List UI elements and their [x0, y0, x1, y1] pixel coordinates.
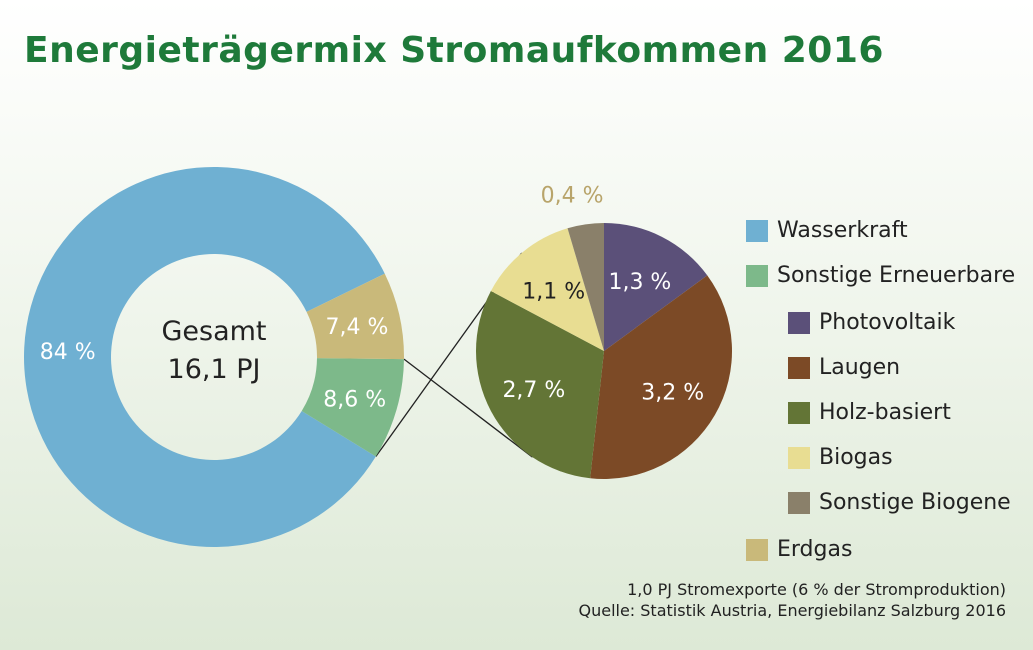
legend-label: Erdgas	[777, 537, 853, 562]
donut-center-label-line1: Gesamt	[161, 316, 266, 347]
donut-center-label-line2: 16,1 PJ	[168, 354, 261, 385]
legend-swatch	[746, 265, 768, 287]
donut-slice-wasserkraft	[24, 167, 385, 548]
pie-label-laugen: 3,2 %	[641, 381, 704, 406]
chart-title: Energieträgermix Stromaufkommen 2016	[24, 30, 884, 71]
pie-label-photovoltaik: 1,3 %	[608, 270, 671, 295]
chart-notes: 1,0 PJ Stromexporte (6 % der Stromproduk…	[578, 579, 1006, 621]
pie-label-biogas: 1,1 %	[522, 280, 585, 305]
pie-slice-holz-basiert	[476, 291, 604, 479]
legend-swatch	[788, 492, 810, 514]
donut-chart: 84 % 8,6 % 7,4 %	[24, 167, 404, 548]
pie-label-sonstige-biogene: 0,4 %	[541, 184, 604, 209]
donut-label-sonstige-erneuerbare: 8,6 %	[323, 388, 386, 413]
pie-label-holz-basiert: 2,7 %	[502, 378, 565, 403]
pie-slice-photovoltaik	[604, 223, 708, 351]
breakdown-pie-chart: 1,3 % 3,2 % 2,7 % 1,1 % 0,4 %	[476, 184, 732, 479]
legend-label: Biogas	[819, 445, 893, 470]
legend-label: Laugen	[819, 355, 901, 380]
connector-line-bottom	[403, 358, 533, 458]
legend-label: Photovoltaik	[819, 310, 956, 335]
legend-label: Sonstige Erneuerbare	[777, 263, 1016, 288]
donut-label-wasserkraft: 84 %	[40, 340, 96, 365]
legend-swatch	[788, 402, 810, 424]
legend-swatch	[746, 539, 768, 561]
source-note: Quelle: Statistik Austria, Energiebilanz…	[578, 601, 1006, 620]
legend-swatch	[788, 357, 810, 379]
legend-swatch	[788, 447, 810, 469]
pie-slice-sonstige-biogene	[567, 223, 604, 351]
pie-slice-laugen	[590, 275, 732, 479]
legend-label: Holz-basiert	[819, 400, 951, 425]
legend-swatch	[788, 312, 810, 334]
legend-label: Sonstige Biogene	[819, 490, 1011, 515]
donut-label-erdgas: 7,4 %	[325, 315, 388, 340]
donut-slice-sonstige-erneuerbare	[301, 358, 404, 457]
legend-label: Wasserkraft	[777, 218, 908, 243]
donut-slice-erdgas	[306, 273, 404, 360]
export-note: 1,0 PJ Stromexporte (6 % der Stromproduk…	[627, 580, 1006, 599]
legend-swatch	[746, 220, 768, 242]
pie-slice-biogas	[490, 228, 604, 351]
